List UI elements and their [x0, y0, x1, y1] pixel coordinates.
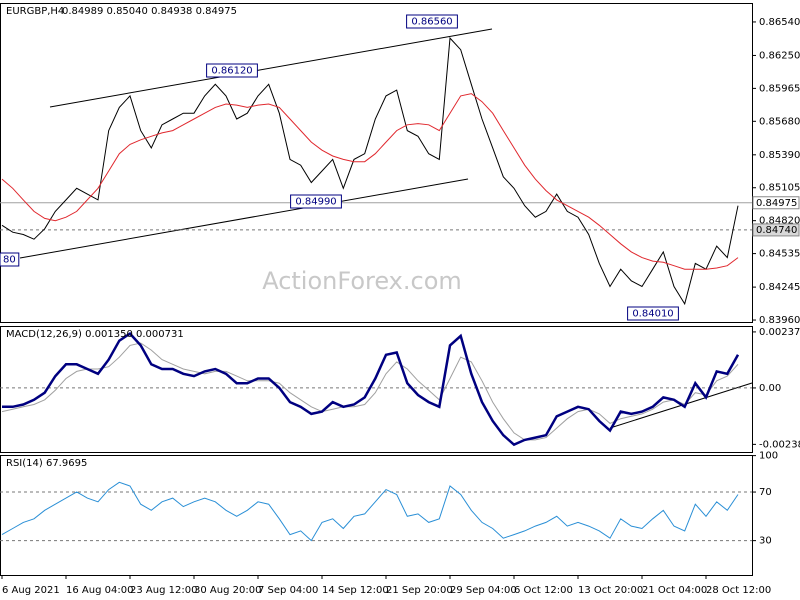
y-tick-label: 0.86250: [759, 50, 800, 61]
level-label-box: [752, 223, 800, 237]
y-tick-label: 0.00: [759, 383, 781, 394]
y-tick-label: 30: [759, 536, 772, 547]
y-tick-label: 70: [759, 487, 772, 498]
y-tick-label: -0.002387: [759, 439, 800, 450]
y-tick-label: 0.83960: [759, 315, 800, 326]
y-tick-label: 0.85680: [759, 116, 800, 127]
indicator-title: MACD(12,26,9) 0.001350 0.000731: [6, 329, 184, 340]
x-tick-label: 13 Oct 20:00: [578, 585, 643, 596]
x-tick-label: 6 Oct 12:00: [514, 585, 573, 596]
x-tick-label: 21 Oct 04:00: [642, 585, 707, 596]
x-tick-label: 6 Aug 2021: [2, 585, 60, 596]
ohlc-values: 0.84989 0.85040 0.84938 0.84975: [62, 6, 237, 17]
panel-border: [0, 326, 753, 453]
x-tick-label: 16 Aug 04:00: [66, 585, 133, 596]
x-tick-label: 30 Aug 20:00: [194, 585, 261, 596]
level-label-box: [752, 196, 800, 210]
y-tick-label: 0.84535: [759, 249, 800, 260]
series-line: [2, 331, 740, 447]
y-tick-label: 0.85105: [759, 183, 800, 194]
x-tick-label: 28 Oct 12:00: [706, 585, 771, 596]
price-annotation: 0.86120: [211, 66, 252, 77]
x-tick-label: 21 Sep 20:00: [386, 585, 453, 596]
panel-border: [0, 455, 753, 576]
price-annotation: 0.84990: [295, 197, 336, 208]
y-tick-label: 0.86540: [759, 17, 800, 28]
price-annotation: 80: [3, 255, 16, 266]
price-annotation-box: [290, 194, 342, 209]
series-line: [1, 36, 739, 306]
x-tick-label: 23 Aug 12:00: [130, 585, 197, 596]
watermark: ActionForex.com: [262, 267, 462, 295]
y-tick-label: 0.85965: [759, 83, 800, 94]
y-tick-label: 0.85390: [759, 150, 800, 161]
level-label: 0.84975: [756, 198, 797, 209]
y-tick-label: 0.00237: [759, 327, 800, 338]
price-annotation-box: [406, 14, 458, 29]
x-tick-label: 14 Sep 12:00: [322, 585, 389, 596]
series-line: [1, 481, 739, 542]
price-annotation: 0.86560: [411, 17, 452, 28]
y-tick-label: 0.84245: [759, 282, 800, 293]
price-annotation: 0.84010: [632, 309, 673, 320]
y-tick-label: 100: [759, 451, 778, 462]
price-annotation-box: [627, 306, 679, 321]
level-label: 0.84740: [756, 225, 797, 236]
channel-line: [49, 28, 493, 108]
price-annotation-box: [206, 63, 258, 78]
channel-line: [19, 178, 469, 259]
panel-border: [0, 3, 753, 323]
symbol-title: EURGBP,H4: [6, 6, 64, 17]
indicator-title: RSI(14) 67.9695: [6, 458, 87, 469]
series-line: [1, 93, 739, 270]
x-tick-label: 29 Sep 04:00: [450, 585, 517, 596]
y-tick-label: 0.84820: [759, 216, 800, 227]
price-annotation-box: [0, 252, 20, 267]
x-tick-label: 7 Sep 04:00: [258, 585, 318, 596]
